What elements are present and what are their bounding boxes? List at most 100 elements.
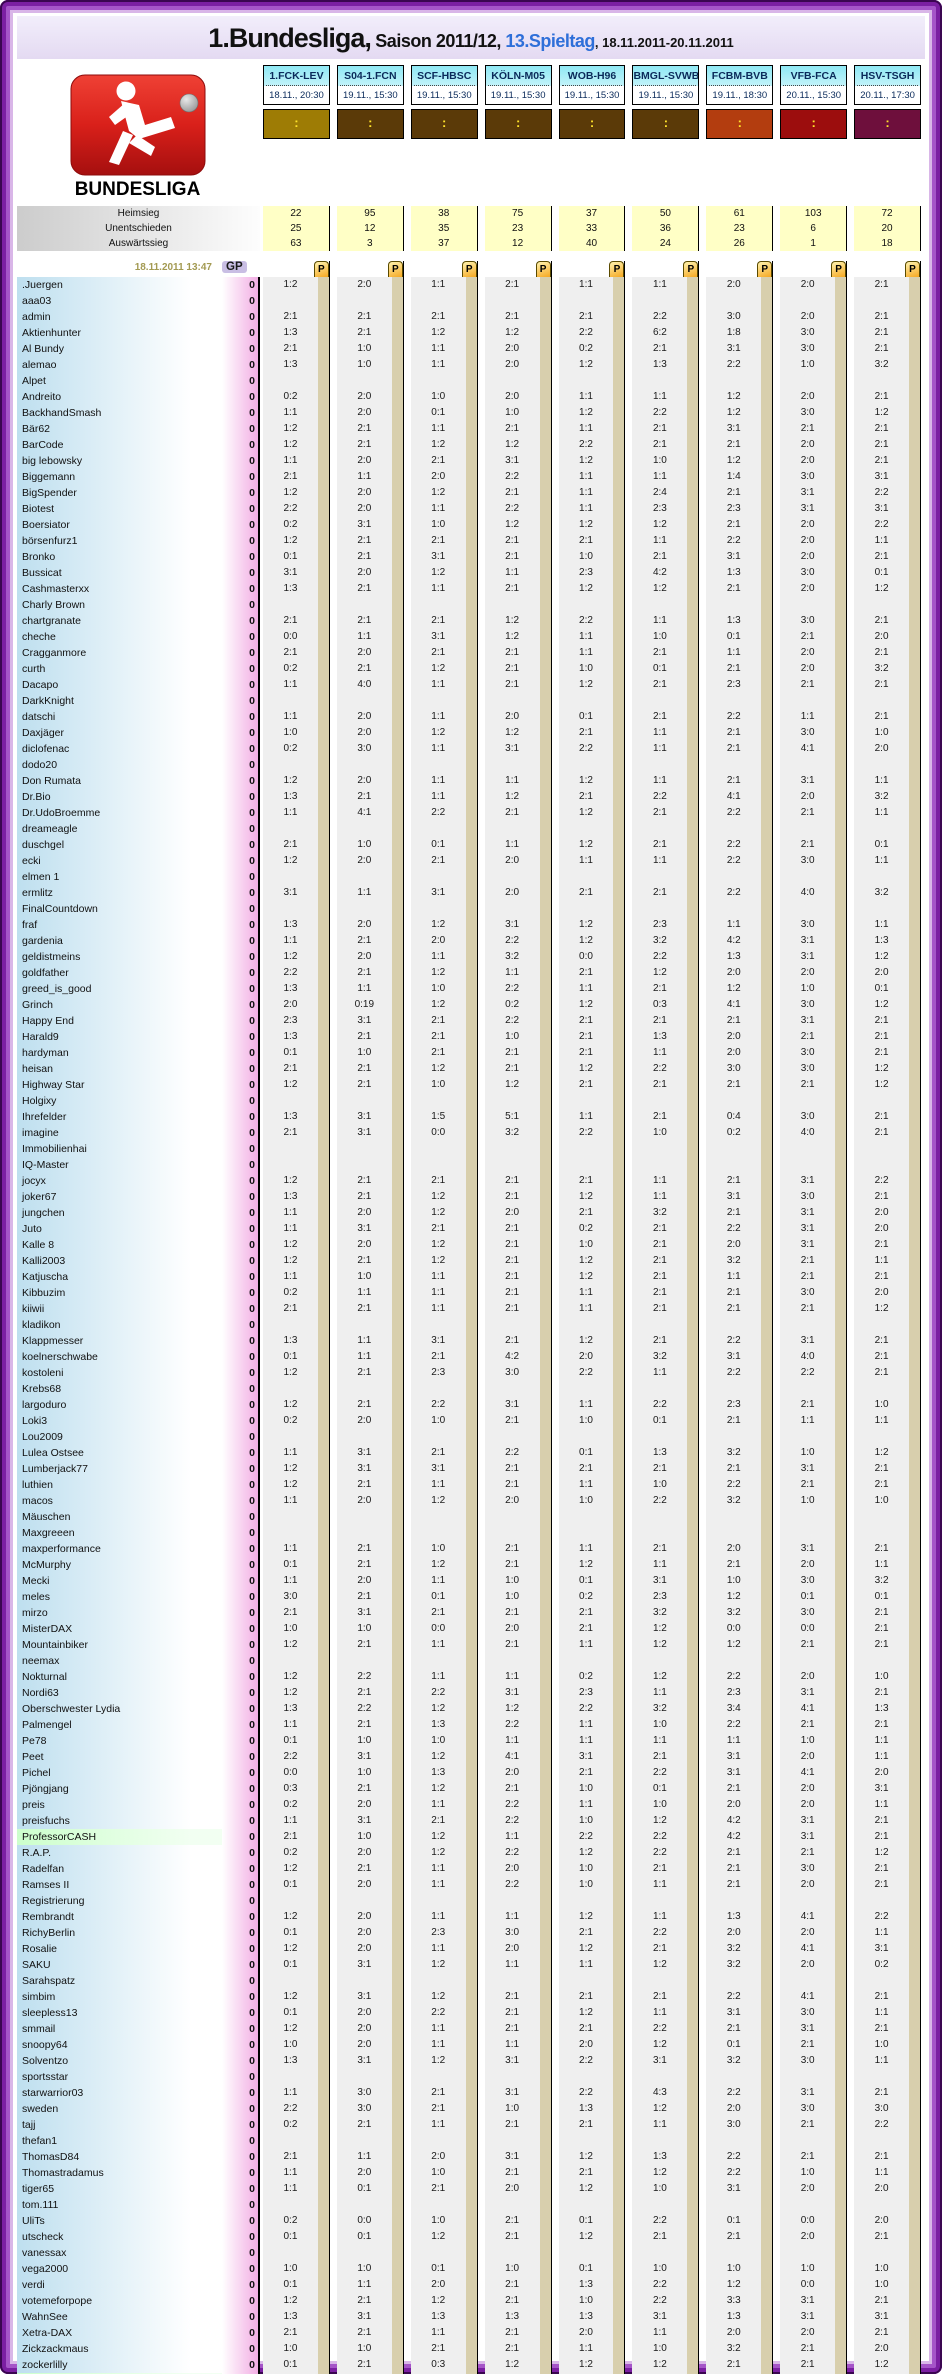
player-name[interactable]: Ihrefelder xyxy=(17,1109,222,1125)
player-name[interactable]: Pjöngjang xyxy=(17,1781,222,1797)
p-tab-button[interactable]: P xyxy=(313,261,329,277)
player-name[interactable]: luthien xyxy=(17,1477,222,1493)
player-name[interactable]: geldistmeins xyxy=(17,949,222,965)
player-name[interactable]: dreameagle xyxy=(17,821,222,837)
player-name[interactable]: Maxgreeen xyxy=(17,1525,222,1541)
player-name[interactable]: DarkKnight xyxy=(17,693,222,709)
player-name[interactable]: Bussicat xyxy=(17,565,222,581)
p-tab-button[interactable]: P xyxy=(461,261,477,277)
player-name[interactable]: Don Rumata xyxy=(17,773,222,789)
match-pairing-header[interactable]: KÖLN-M05 19.11., 15:30 xyxy=(484,65,552,105)
player-name[interactable]: börsenfurz1 xyxy=(17,533,222,549)
player-name[interactable]: fraf xyxy=(17,917,222,933)
player-name[interactable]: Juto xyxy=(17,1221,222,1237)
player-name[interactable]: Bronko xyxy=(17,549,222,565)
player-name[interactable]: duschgel xyxy=(17,837,222,853)
player-name[interactable]: Al Bundy xyxy=(17,341,222,357)
player-name[interactable]: Happy End xyxy=(17,1013,222,1029)
player-name[interactable]: Grinch xyxy=(17,997,222,1013)
player-name[interactable]: mirzo xyxy=(17,1605,222,1621)
player-name[interactable]: BigSpender xyxy=(17,485,222,501)
player-name[interactable]: Katjuscha xyxy=(17,1269,222,1285)
player-name[interactable]: aaa03 xyxy=(17,293,222,309)
match-pairing-header[interactable]: S04-1.FCN 19.11., 15:30 xyxy=(336,65,404,105)
player-name[interactable]: Harald9 xyxy=(17,1029,222,1045)
player-name[interactable]: Holgixy xyxy=(17,1093,222,1109)
player-name[interactable]: preisfuchs xyxy=(17,1813,222,1829)
player-name[interactable]: Cragganmore xyxy=(17,645,222,661)
player-name[interactable]: Nordi63 xyxy=(17,1685,222,1701)
player-name[interactable]: gardenia xyxy=(17,933,222,949)
player-name[interactable]: jungchen xyxy=(17,1205,222,1221)
match-pairing-header[interactable]: VFB-FCA 20.11., 15:30 xyxy=(780,65,848,105)
player-name[interactable]: Alpet xyxy=(17,373,222,389)
player-name[interactable]: koelnerschwabe xyxy=(17,1349,222,1365)
player-name[interactable]: Daxjäger xyxy=(17,725,222,741)
player-name[interactable]: Dacapo xyxy=(17,677,222,693)
match-pairing-header[interactable]: HSV-TSGH 20.11., 17:30 xyxy=(854,65,922,105)
p-tab-button[interactable]: P xyxy=(905,261,921,277)
match-pairing-header[interactable]: BMGL-SVWB 19.11., 15:30 xyxy=(632,65,700,105)
player-name[interactable]: Bär62 xyxy=(17,421,222,437)
p-tab-button[interactable]: P xyxy=(609,261,625,277)
player-name[interactable]: meles xyxy=(17,1589,222,1605)
p-tab-button[interactable]: P xyxy=(831,261,847,277)
player-name[interactable]: Pichel xyxy=(17,1765,222,1781)
player-name[interactable]: Nokturnal xyxy=(17,1669,222,1685)
player-name[interactable]: Krebs68 xyxy=(17,1381,222,1397)
player-name[interactable]: neemax xyxy=(17,1653,222,1669)
player-name[interactable]: macos xyxy=(17,1493,222,1509)
player-name[interactable]: kostoleni xyxy=(17,1365,222,1381)
player-name[interactable]: Loki3 xyxy=(17,1413,222,1429)
player-name[interactable]: Highway Star xyxy=(17,1077,222,1093)
player-name[interactable]: goldfather xyxy=(17,965,222,981)
player-name[interactable]: Boersiator xyxy=(17,517,222,533)
player-name[interactable]: ecki xyxy=(17,853,222,869)
player-name[interactable]: BarCode xyxy=(17,437,222,453)
player-name[interactable]: Biggemann xyxy=(17,469,222,485)
match-pairing-header[interactable]: SCF-HBSC 19.11., 15:30 xyxy=(410,65,478,105)
player-name[interactable]: Lou2009 xyxy=(17,1429,222,1445)
player-name[interactable]: Palmengel xyxy=(17,1717,222,1733)
player-name[interactable]: Radelfan xyxy=(17,1861,222,1877)
player-name[interactable]: Mountainbiker xyxy=(17,1637,222,1653)
match-pairing-header[interactable]: FCBM-BVB 19.11., 18:30 xyxy=(706,65,774,105)
player-name[interactable]: Kalli2003 xyxy=(17,1253,222,1269)
p-tab-button[interactable]: P xyxy=(387,261,403,277)
player-name[interactable]: imagine xyxy=(17,1125,222,1141)
player-name[interactable]: .Juergen xyxy=(17,277,222,293)
player-name[interactable]: diclofenac xyxy=(17,741,222,757)
player-name[interactable]: preis xyxy=(17,1797,222,1813)
player-name[interactable]: Kalle 8 xyxy=(17,1237,222,1253)
player-name[interactable]: Aktienhunter xyxy=(17,325,222,341)
match-pairing-header[interactable]: 1.FCK-LEV 18.11., 20:30 xyxy=(263,65,330,105)
player-name[interactable]: Lumberjack77 xyxy=(17,1461,222,1477)
player-name[interactable]: FinalCountdown xyxy=(17,901,222,917)
player-name[interactable]: kiiwii xyxy=(17,1301,222,1317)
player-name[interactable]: big lebowsky xyxy=(17,453,222,469)
player-name[interactable]: Mecki xyxy=(17,1573,222,1589)
player-name[interactable]: Charly Brown xyxy=(17,597,222,613)
player-name[interactable]: Kibbuzim xyxy=(17,1285,222,1301)
player-name[interactable]: McMurphy xyxy=(17,1557,222,1573)
player-name[interactable]: ermlitz xyxy=(17,885,222,901)
player-name[interactable]: Dr.UdoBroemme xyxy=(17,805,222,821)
player-name[interactable]: Lulea Ostsee xyxy=(17,1445,222,1461)
player-name[interactable]: Oberschwester Lydia xyxy=(17,1701,222,1717)
player-name[interactable]: IQ-Master xyxy=(17,1157,222,1173)
player-name[interactable]: BackhandSmash xyxy=(17,405,222,421)
player-name[interactable]: Biotest xyxy=(17,501,222,517)
player-name[interactable]: kladikon xyxy=(17,1317,222,1333)
player-name[interactable]: curth xyxy=(17,661,222,677)
player-name[interactable]: cheche xyxy=(17,629,222,645)
p-tab-button[interactable]: P xyxy=(757,261,773,277)
player-name[interactable]: Andreito xyxy=(17,389,222,405)
player-name[interactable]: Peet xyxy=(17,1749,222,1765)
player-name[interactable]: maxperformance xyxy=(17,1541,222,1557)
player-name[interactable]: heisan xyxy=(17,1061,222,1077)
player-name[interactable]: greed_is_good xyxy=(17,981,222,997)
player-name[interactable]: joker67 xyxy=(17,1189,222,1205)
player-name[interactable]: Dr.Bio xyxy=(17,789,222,805)
player-name[interactable]: ProfessorCASH xyxy=(17,1829,222,1845)
player-name[interactable]: hardyman xyxy=(17,1045,222,1061)
